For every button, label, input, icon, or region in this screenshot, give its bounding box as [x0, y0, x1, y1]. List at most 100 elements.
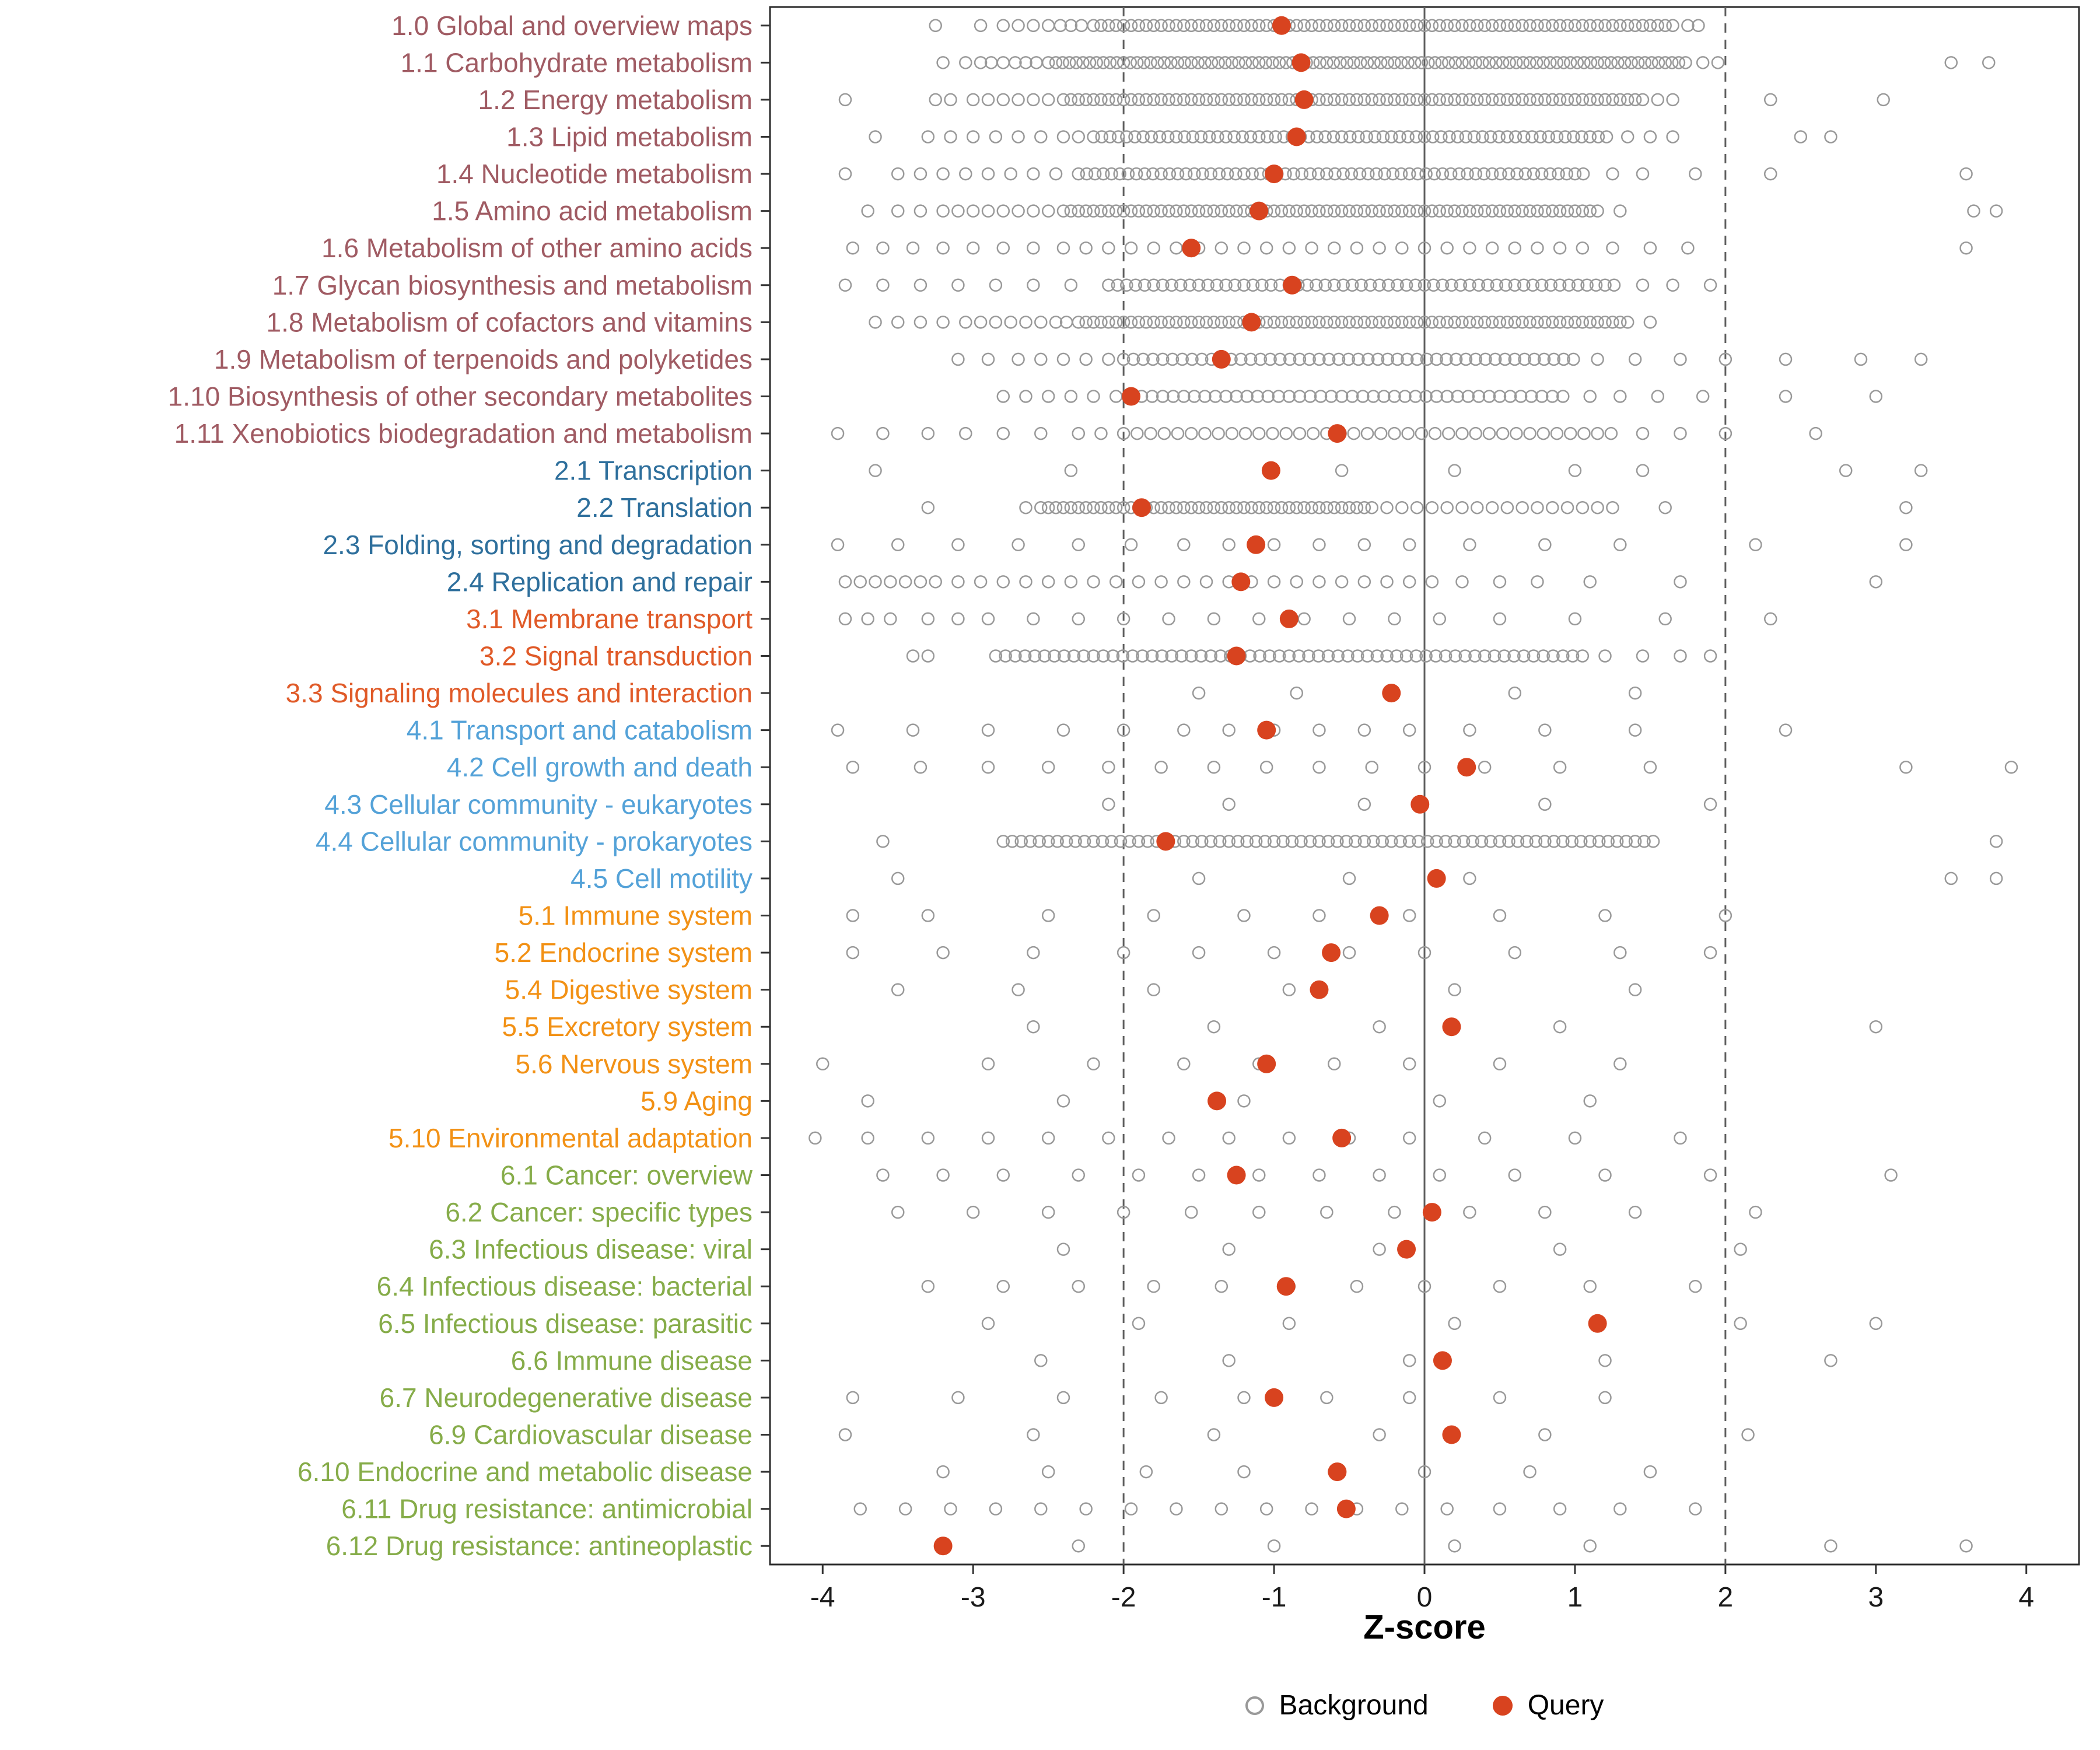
background-point	[1440, 204, 1454, 218]
background-point	[1734, 1242, 1747, 1256]
background-point	[1019, 316, 1032, 329]
background-point	[1079, 316, 1093, 329]
background-point	[1126, 649, 1139, 663]
background-point	[1425, 501, 1439, 514]
background-point	[1374, 56, 1388, 69]
background-point	[1666, 19, 1679, 33]
background-point	[1141, 835, 1154, 848]
background-point	[1583, 575, 1597, 589]
background-point	[891, 1205, 905, 1219]
background-point	[1303, 352, 1316, 366]
background-point	[1228, 278, 1242, 292]
row-label: 3.3 Signaling molecules and interaction	[286, 678, 752, 708]
background-point	[846, 1391, 860, 1405]
background-point	[936, 1168, 950, 1182]
background-point	[1448, 835, 1461, 848]
background-point	[1269, 130, 1282, 144]
background-point	[1212, 56, 1225, 69]
background-point	[1311, 167, 1325, 181]
background-point	[1237, 501, 1251, 514]
background-point	[1056, 352, 1070, 366]
background-point	[1399, 278, 1413, 292]
background-point	[1034, 352, 1048, 366]
row-label: 1.7 Glycan biosynthesis and metabolism	[272, 270, 752, 300]
background-point	[996, 1279, 1010, 1293]
background-point	[1237, 1391, 1251, 1405]
background-point	[1620, 19, 1634, 33]
background-point	[1402, 167, 1416, 181]
background-point	[1350, 19, 1364, 33]
background-point	[1563, 426, 1577, 440]
background-point	[1606, 241, 1619, 255]
background-point	[1312, 204, 1326, 218]
row-label: 2.1 Transcription	[554, 456, 752, 486]
x-tick-label: -4	[810, 1582, 835, 1613]
background-point	[1500, 501, 1514, 514]
background-point	[1139, 93, 1153, 107]
background-point	[1345, 167, 1359, 181]
background-point	[1032, 835, 1046, 848]
background-point	[1380, 19, 1394, 33]
background-point	[1072, 538, 1086, 552]
background-point	[1342, 19, 1356, 33]
background-point	[1238, 426, 1252, 440]
background-point	[1598, 909, 1612, 922]
background-point	[1102, 241, 1115, 255]
query-point	[1247, 535, 1266, 554]
background-point	[1498, 352, 1512, 366]
background-point	[929, 575, 942, 589]
background-point	[891, 167, 905, 181]
background-point	[1451, 130, 1464, 144]
background-point	[1360, 130, 1373, 144]
background-point	[1237, 278, 1251, 292]
background-point	[1305, 1502, 1318, 1516]
background-point	[981, 167, 995, 181]
background-point	[1072, 426, 1086, 440]
background-point	[1632, 56, 1645, 69]
background-point	[974, 19, 988, 33]
query-point	[1370, 906, 1389, 925]
background-point	[1510, 56, 1523, 69]
background-point	[1116, 316, 1130, 329]
background-point	[1718, 426, 1732, 440]
background-point	[914, 316, 928, 329]
background-point	[1568, 1131, 1582, 1145]
background-point	[1335, 501, 1349, 514]
background-point	[1272, 390, 1286, 403]
background-point	[1703, 797, 1717, 811]
background-point	[1222, 204, 1236, 218]
background-point	[1335, 93, 1349, 107]
row-label: 1.4 Nucleotide metabolism	[436, 159, 752, 189]
background-point	[1471, 93, 1484, 107]
background-point	[1252, 612, 1266, 626]
background-point	[1064, 390, 1078, 403]
background-point	[1230, 204, 1243, 218]
background-point	[884, 612, 897, 626]
background-point	[1297, 316, 1311, 329]
background-point	[1012, 130, 1025, 144]
background-point	[1266, 426, 1279, 440]
row-label: 2.2 Translation	[576, 492, 752, 523]
row-label: 1.5 Amino acid metabolism	[432, 196, 752, 226]
background-point	[1252, 93, 1266, 107]
background-point	[1385, 130, 1398, 144]
background-point	[1914, 352, 1928, 366]
background-point	[1967, 204, 1980, 218]
background-point	[1219, 130, 1233, 144]
background-point	[1426, 130, 1440, 144]
background-point	[1275, 501, 1289, 514]
row-label: 6.12 Drug resistance: antineoplastic	[326, 1531, 752, 1561]
background-point	[1418, 130, 1432, 144]
x-tick-label: -3	[961, 1582, 986, 1613]
background-point	[1469, 167, 1482, 181]
background-point	[1388, 204, 1401, 218]
background-point	[1425, 19, 1439, 33]
background-point	[838, 167, 852, 181]
background-point	[1335, 130, 1349, 144]
background-point	[1214, 241, 1228, 255]
background-point	[1365, 204, 1378, 218]
row-label: 1.9 Metabolism of terpenoids and polyket…	[214, 344, 752, 374]
background-point	[1386, 167, 1400, 181]
background-point	[1518, 167, 1532, 181]
